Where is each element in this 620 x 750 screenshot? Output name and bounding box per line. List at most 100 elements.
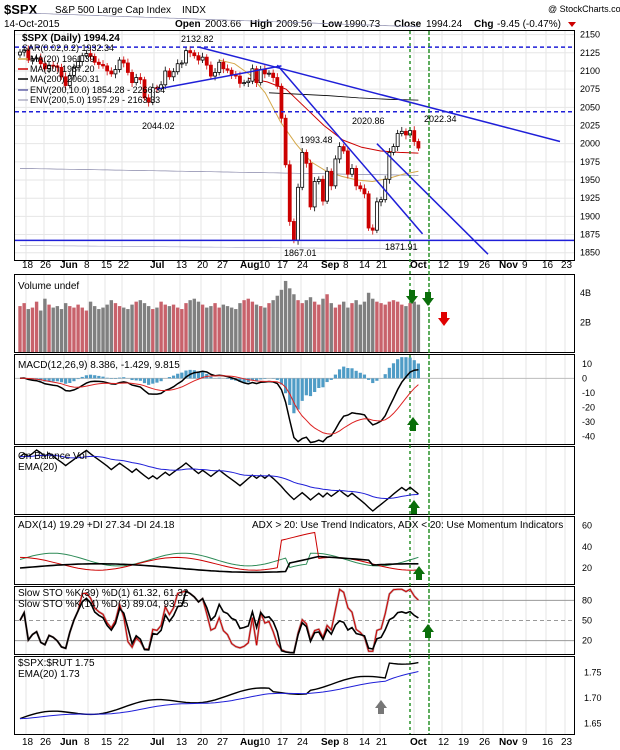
candle-body [387,152,392,180]
volume-bar [342,301,346,352]
candle-body [275,77,280,87]
legend-ma20: MA(20) 1961.39 [30,54,95,64]
volume-bar [105,304,109,352]
legend-ma50: MA(50) 1987.20 [30,64,95,74]
candle-body [379,199,383,203]
volume-panel-title: Volume undef [18,281,79,292]
price-y-tick: 2050 [580,102,600,112]
macd-hist-bar [201,372,205,379]
close-label: Close [394,19,422,30]
macd-hist-bar [342,366,346,379]
candle-body [146,97,151,103]
sell-arrow-icon [438,312,450,326]
sto-fast-line [19,588,419,654]
candle-body [416,141,421,149]
candle-body [59,66,64,78]
candle-body [350,167,354,175]
x-tick-label: 27 [217,737,229,748]
candle-body [67,74,72,86]
price-legend: SAR(0.02,0.2) 1932.34 MA(20) 1961.39 MA(… [18,43,165,105]
price-annotations: 2132.82 2044.02 1993.48 2020.86 2022.34 … [142,34,457,258]
macd-hist-bar [80,376,84,379]
candle-body [47,64,51,70]
legend-env10: ENV(200,10.0) 1854.28 - 2266.34 [30,85,165,95]
volume-bar [383,304,387,352]
macd-hist-bar [47,378,51,382]
price-y-tick: 2025 [580,121,600,131]
volume-bar [163,304,167,352]
volume-bar [171,304,176,352]
x-tick-label: 20 [197,737,209,748]
macd-hist-bar [308,378,313,397]
volume-bar [76,304,80,352]
candle-body [300,152,305,188]
macd-hist-bar [259,378,263,380]
candle-body [341,146,346,152]
price-y-tick: 1875 [580,230,600,240]
candle-body [34,57,39,60]
volume-bar [225,306,230,352]
volume-bar [18,306,22,352]
volume-bar [51,307,55,352]
candle-body [38,57,43,65]
macd-hist-bar [317,378,321,388]
candle-body [196,55,201,61]
macd-hist-bar [242,378,246,383]
adx-line [19,555,419,574]
macd-hist-bar [151,378,155,384]
macd-hist-bar [72,378,76,382]
macd-hist-bar [296,378,300,410]
adx-up-arrow-icon [413,566,425,580]
candle-body [200,56,205,61]
macd-hist-bar [337,369,342,379]
candle-body [76,61,80,68]
x-tick-label: 18 [22,737,34,748]
volume-bar [176,307,180,352]
macd-hist-bar [138,378,142,381]
volume-bar [151,309,155,352]
candle-body [345,150,350,175]
candle-body [208,64,213,77]
macd-hist-bar [196,371,201,379]
volume-bar [254,304,259,352]
price-y-tick: 2100 [580,66,600,76]
price-y-tick: 2150 [580,30,600,40]
obv-line [19,449,419,512]
candle-body [51,64,56,67]
volume-bar [146,306,151,352]
candle-body [262,69,267,75]
volume-bar [188,300,192,352]
candle-body [184,50,188,64]
macd-hist-bar [254,378,259,381]
macd-hist-bar [93,375,97,379]
price-y-tick: 1925 [580,193,600,203]
candle-body [370,227,375,231]
volume-bar [317,304,321,352]
annotation-low-jul: 2044.02 [142,121,175,131]
volume-bar [375,301,379,352]
candle-body [167,70,172,78]
macd-y-tick: -40 [582,432,595,442]
volume-bar [259,306,263,352]
candle-body [296,186,300,241]
volume-bar [246,298,250,352]
x-tick-label: 23 [561,737,573,748]
macd-hist-bar [250,378,254,381]
volume-bar [238,303,242,352]
macd-hist-bar [375,378,379,381]
volume-bar [275,295,279,352]
candle-body [22,49,27,53]
x-tick-label: 20 [197,260,209,271]
macd-hist-bar [64,378,68,384]
volume-bar [312,301,317,352]
ratio-up-arrow-icon [375,700,387,714]
buy-arrow-icon [422,292,434,306]
candle-body [175,63,180,73]
volume-bar [93,306,97,352]
candle-body [101,64,105,67]
adx-y-tick: 20 [582,563,592,573]
x-tick-label: 9 [522,737,528,748]
x-tick-label: 14 [359,260,371,271]
volume-bar [333,307,338,352]
price-panel-title: $SPX (Daily) 1994.24 [22,33,120,44]
